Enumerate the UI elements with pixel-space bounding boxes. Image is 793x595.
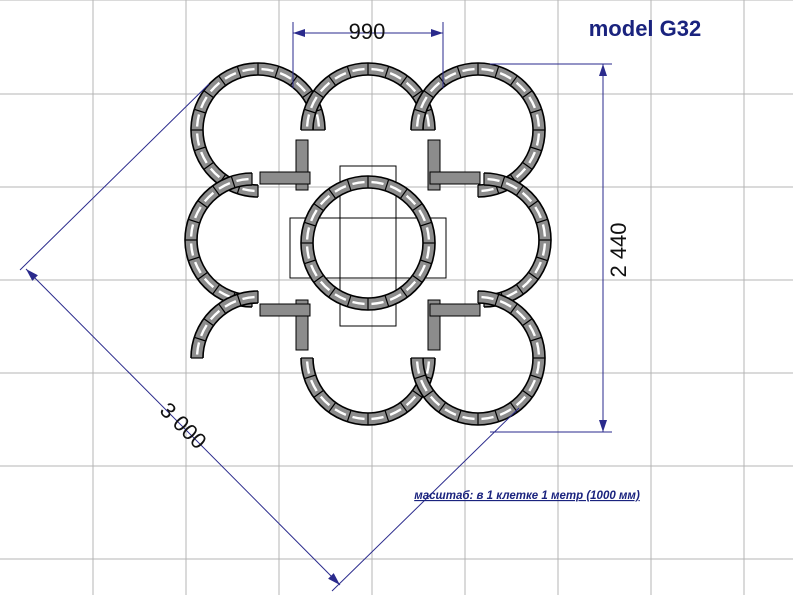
center-plate-horizontal xyxy=(289,217,447,279)
dimension-top-width-label: 990 xyxy=(349,19,386,44)
ring-middle-right xyxy=(483,172,552,308)
ring-center xyxy=(300,175,436,311)
ring-layout xyxy=(184,62,552,426)
ring-middle-left xyxy=(184,172,253,308)
connector-block xyxy=(429,171,481,185)
dimension-diagonal-label: 3 000 xyxy=(155,397,212,454)
ring-top-right xyxy=(410,62,546,198)
center-plate-vertical xyxy=(339,165,397,327)
dimension-height: 2 440 xyxy=(490,63,631,433)
ring-bottom-left xyxy=(190,290,259,359)
ring-bottom-right xyxy=(410,290,546,426)
model-title: model G32 xyxy=(589,16,701,41)
dimension-diagonal: 3 000 xyxy=(19,83,520,592)
dimension-height-label: 2 440 xyxy=(606,222,631,277)
scale-note: масштаб: в 1 клетке 1 метр (1000 мм) xyxy=(414,490,640,502)
connector-block xyxy=(259,303,311,317)
connector-block xyxy=(429,303,481,317)
ring-top-left xyxy=(190,62,326,198)
dimension-top-width: 990 xyxy=(292,19,444,88)
connector-block xyxy=(259,171,311,185)
